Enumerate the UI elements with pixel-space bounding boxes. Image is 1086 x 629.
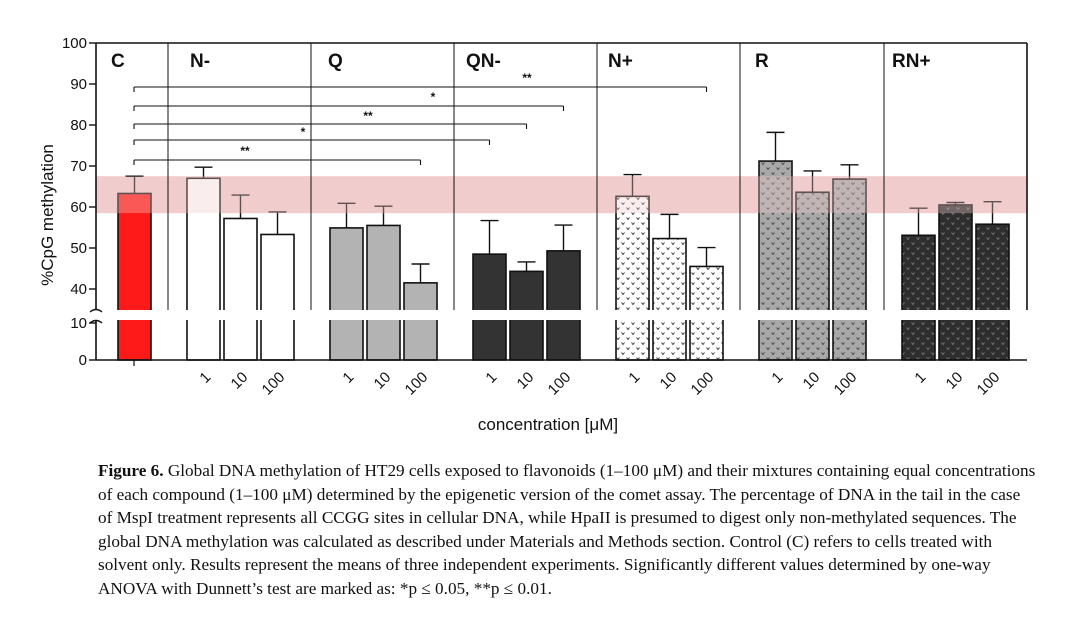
x-tick-label: 1 xyxy=(911,369,929,387)
x-tick-label: 1 xyxy=(768,369,786,387)
y-tick-label: 70 xyxy=(70,158,87,175)
bar-QN--1 xyxy=(472,253,507,361)
axis-break-mark xyxy=(89,308,103,313)
y-tick-label: 100 xyxy=(62,35,87,52)
y-tick-label: 0 xyxy=(79,352,87,369)
sig-label: ** xyxy=(522,71,532,85)
x-tick-label: 10 xyxy=(371,369,395,393)
plot-frame xyxy=(96,42,1028,361)
bar-Q-100 xyxy=(403,282,438,361)
sig-label: ** xyxy=(240,144,250,158)
figure-label: Figure 6. xyxy=(98,461,164,480)
group-label-Q: Q xyxy=(328,51,343,72)
bar-N--10 xyxy=(223,217,258,361)
control-band-rect xyxy=(96,176,1027,214)
group-labels: C N- Q QN- N+ R RN+ xyxy=(111,51,931,72)
x-tick-label: 10 xyxy=(657,369,681,393)
sig-label: ** xyxy=(363,109,373,123)
break-gap xyxy=(76,310,1047,320)
bar-RN+-100 xyxy=(975,223,1010,361)
y-tick-label: 50 xyxy=(70,240,87,257)
x-axis-title: concentration [μM] xyxy=(478,415,618,434)
bar-N+-1 xyxy=(615,195,650,361)
group-label-QN-: QN- xyxy=(466,51,501,72)
bar-QN--100 xyxy=(546,250,581,361)
group-label-RN+: RN+ xyxy=(892,51,931,72)
x-tick-labels: 1 10 100 1 10 100 1 10 100 1 10 100 1 10 100 1 10 100 xyxy=(196,369,1003,399)
y-tick-label: 90 xyxy=(70,76,87,93)
bar-RN+-10 xyxy=(938,204,973,361)
bar-R-10 xyxy=(795,191,830,361)
bar-Q-10 xyxy=(366,224,401,361)
group-label-N+: N+ xyxy=(608,51,633,72)
group-label-R: R xyxy=(755,51,769,72)
group-label-C: C xyxy=(111,51,125,72)
x-tick-label: 1 xyxy=(482,369,500,387)
x-tick-label: 10 xyxy=(943,369,967,393)
x-tick-label: 100 xyxy=(831,369,861,399)
axis-break-mark xyxy=(89,319,103,324)
bar-Q-1 xyxy=(329,227,364,361)
bar-C-ctrl xyxy=(117,192,152,361)
bar-R-100 xyxy=(832,178,867,361)
x-tick-label: 100 xyxy=(545,369,575,399)
x-tick-label: 1 xyxy=(339,369,357,387)
bars-layer xyxy=(96,131,1027,361)
significance-brackets: ******** xyxy=(133,71,708,165)
y-tick-label: 40 xyxy=(70,281,87,298)
x-tick-label: 100 xyxy=(259,369,289,399)
control-band-overlay xyxy=(96,176,1027,214)
x-tick-label: 1 xyxy=(196,369,214,387)
group-label-N-: N- xyxy=(190,51,210,72)
figure-caption: Figure 6. Global DNA methylation of HT29… xyxy=(98,459,1038,601)
control-range-band xyxy=(96,176,1027,214)
x-tick-label: 100 xyxy=(974,369,1004,399)
x-tick-label: 10 xyxy=(800,369,824,393)
y-axis: 40 50 60 70 80 90 100 0 10 xyxy=(62,35,135,369)
bar-RN+-1 xyxy=(901,234,936,361)
bar-N+-10 xyxy=(652,237,687,361)
bar-N--100 xyxy=(260,233,295,361)
y-tick-label: 80 xyxy=(70,117,87,134)
sig-label: * xyxy=(301,125,306,139)
sig-label: * xyxy=(431,90,436,104)
caption-text: Global DNA methylation of HT29 cells exp… xyxy=(98,461,1036,598)
axis-break-strip xyxy=(76,310,1047,320)
x-tick-label: 10 xyxy=(514,369,538,393)
y-axis-title: %CpG methylation xyxy=(38,144,57,286)
bar-N--1 xyxy=(186,177,221,361)
x-tick-label: 10 xyxy=(228,369,252,393)
x-tick-label: 100 xyxy=(688,369,718,399)
x-tick-label: 100 xyxy=(402,369,432,399)
x-tick-label: 1 xyxy=(625,369,643,387)
y-tick-label: 10 xyxy=(70,315,87,332)
y-tick-label: 60 xyxy=(70,199,87,216)
